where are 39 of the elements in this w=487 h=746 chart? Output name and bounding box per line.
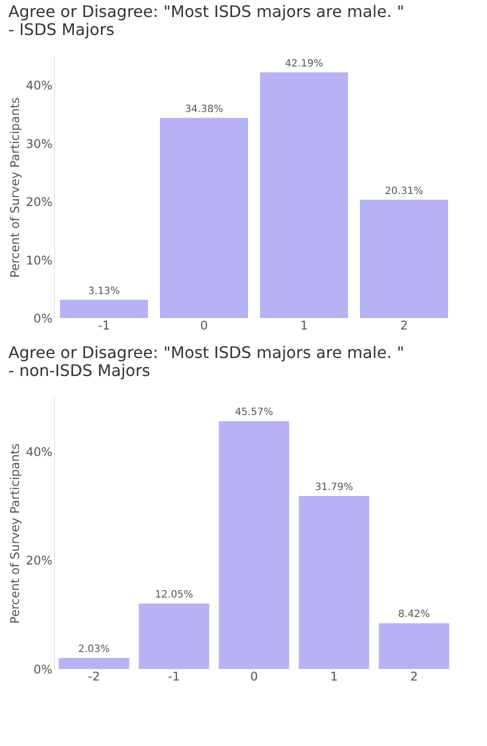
bar (360, 200, 448, 318)
bar (138, 603, 210, 669)
x-tick-label: 2 (410, 670, 418, 684)
y-tick-label: 20% (26, 554, 52, 568)
y-tick-label: 30% (26, 136, 52, 151)
bar (160, 118, 248, 318)
data-label: 20.31% (384, 186, 424, 197)
y-tick-label: 0% (33, 312, 52, 326)
x-tick-label: 2 (400, 318, 408, 332)
data-label: 2.03% (78, 644, 110, 655)
y-tick-label: 0% (33, 662, 52, 676)
chart-title: Agree or Disagree: "Most ISDS majors are male. " - ISDS Majors (8, 2, 404, 39)
chart-title: Agree or Disagree: "Most ISDS majors are male. " - non-ISDS Majors (8, 343, 404, 380)
x-tick-label: 1 (330, 670, 338, 684)
x-tick-label: 1 (300, 318, 308, 332)
x-tick-label: -1 (168, 670, 180, 684)
y-tick-label: 40% (26, 78, 52, 93)
x-tick-label: -1 (98, 318, 110, 332)
y-tick-label: 10% (26, 253, 52, 268)
data-label: 8.42% (398, 609, 430, 620)
x-tick-label: 0 (250, 670, 258, 684)
y-axis-title: Percent of Survey Participants (8, 97, 22, 278)
data-label: 34.38% (184, 104, 224, 115)
bar (218, 421, 290, 669)
y-tick-label: 20% (26, 195, 52, 210)
bar (298, 496, 370, 669)
data-label: 12.05% (154, 589, 194, 600)
bar (58, 658, 130, 669)
bar (60, 300, 148, 318)
y-tick-label: 40% (26, 444, 52, 459)
data-label: 45.57% (234, 407, 274, 418)
y-axis-title: Percent of Survey Participants (8, 443, 22, 624)
bar (260, 72, 348, 318)
x-tick-label: -2 (88, 670, 100, 684)
bar (378, 623, 450, 669)
data-label: 3.13% (88, 286, 120, 297)
data-label: 31.79% (314, 482, 354, 494)
x-tick-label: 0 (200, 318, 208, 332)
data-label: 42.19% (284, 58, 324, 70)
